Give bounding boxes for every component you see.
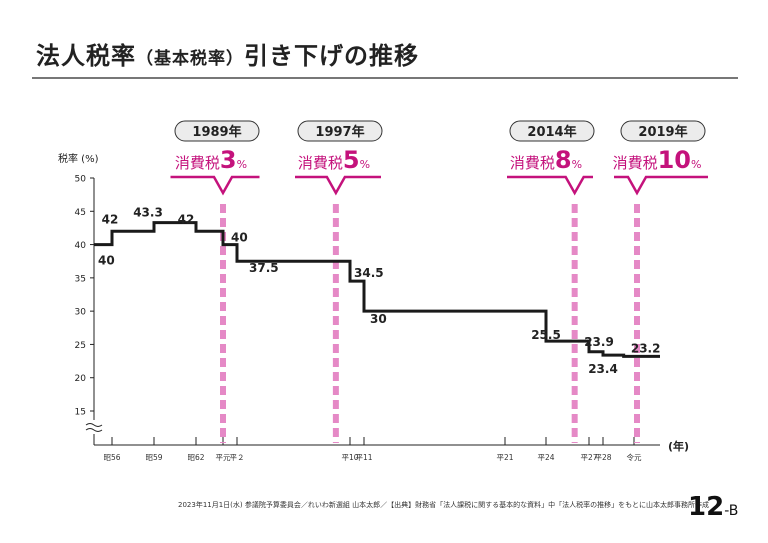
year-pill-label: 2019年 xyxy=(638,124,687,140)
y-tick-label: 45 xyxy=(75,208,86,218)
y-axis-label: 税率 (%) xyxy=(58,152,99,165)
title-main-2: 引き下げの推移 xyxy=(244,42,419,70)
page-number: 12-B xyxy=(688,492,738,522)
y-tick-label: 20 xyxy=(75,374,87,384)
year-pill-label: 2014年 xyxy=(527,124,576,140)
year-pill xyxy=(509,120,595,142)
title-divider xyxy=(32,77,738,79)
x-axis-label: (年) xyxy=(668,439,689,453)
data-label: 25.5 xyxy=(531,328,561,342)
y-tick-label: 30 xyxy=(75,308,87,318)
x-tick-label: 平２ xyxy=(230,453,245,462)
consumption-tax-label: 消費税8% xyxy=(510,146,582,174)
x-tick-label: 平21 xyxy=(496,453,513,462)
x-tick-label: 平11 xyxy=(355,453,372,462)
tax-rate: 10 xyxy=(658,146,691,174)
y-tick-label: 50 xyxy=(75,175,87,185)
tax-rate: 5 xyxy=(343,146,360,174)
data-label: 42 xyxy=(102,212,119,226)
year-pill-label: 1997年 xyxy=(315,124,364,140)
y-tick-label: 35 xyxy=(75,274,86,284)
tax-rate: 3 xyxy=(220,146,237,174)
tax-rate-step-line xyxy=(94,221,660,358)
year-pill xyxy=(620,120,706,142)
callout-pointer xyxy=(170,175,260,196)
callout-pointer xyxy=(614,175,708,196)
year-pill xyxy=(297,120,383,142)
data-label: 23.9 xyxy=(584,335,614,349)
x-tick-label: 昭62 xyxy=(187,453,204,462)
axis-break-icon xyxy=(85,423,103,432)
tax-prefix: 消費税 xyxy=(510,154,555,172)
callout-pointer xyxy=(295,175,381,196)
data-label: 30 xyxy=(370,312,387,326)
data-label: 42 xyxy=(178,212,195,226)
data-label: 37.5 xyxy=(249,261,279,275)
tax-unit: % xyxy=(360,158,370,171)
x-tick-label: 平28 xyxy=(594,453,611,462)
tax-unit: % xyxy=(237,158,247,171)
x-tick-label: 平24 xyxy=(537,453,554,462)
x-tick-label: 令元 xyxy=(627,452,642,462)
x-tick-label: 昭59 xyxy=(145,453,162,462)
tax-unit: % xyxy=(572,158,582,171)
x-tick-label: 平27 xyxy=(580,453,597,462)
data-label: 23.2 xyxy=(631,341,661,355)
tax-rate: 8 xyxy=(555,146,572,174)
tax-unit: % xyxy=(691,158,701,171)
data-label: 23.4 xyxy=(588,362,618,376)
source-footnote: 2023年11月1日(水) 参議院予算委員会／れいわ新選組 山本太郎／【出典】財… xyxy=(178,501,709,509)
data-label: 34.5 xyxy=(354,266,384,280)
data-label: 43.3 xyxy=(133,206,163,220)
callout-pointer xyxy=(507,175,593,196)
data-label: 40 xyxy=(98,254,115,268)
y-tick-label: 15 xyxy=(75,408,86,418)
consumption-tax-label: 消費税5% xyxy=(298,146,370,174)
year-pill-label: 1989年 xyxy=(192,124,241,140)
y-tick-label: 25 xyxy=(75,341,86,351)
title-main: 法人税率 xyxy=(36,42,136,70)
tax-prefix: 消費税 xyxy=(175,154,220,172)
x-tick-label: 昭56 xyxy=(103,453,120,462)
data-label: 40 xyxy=(231,231,248,245)
consumption-tax-label: 消費税3% xyxy=(175,146,247,174)
tax-prefix: 消費税 xyxy=(613,154,658,172)
year-pill xyxy=(174,120,260,142)
title-sub: （基本税率） xyxy=(136,49,244,69)
x-tick-label: 平元 xyxy=(216,453,231,462)
page-title: 法人税率（基本税率）引き下げの推移 xyxy=(36,36,419,71)
consumption-tax-label: 消費税10% xyxy=(613,146,702,174)
page-number-main: 12 xyxy=(688,492,725,522)
y-tick-label: 40 xyxy=(75,241,87,251)
page-number-suffix: -B xyxy=(724,503,739,519)
x-tick-label: 平10 xyxy=(341,453,358,462)
tax-prefix: 消費税 xyxy=(298,154,343,172)
